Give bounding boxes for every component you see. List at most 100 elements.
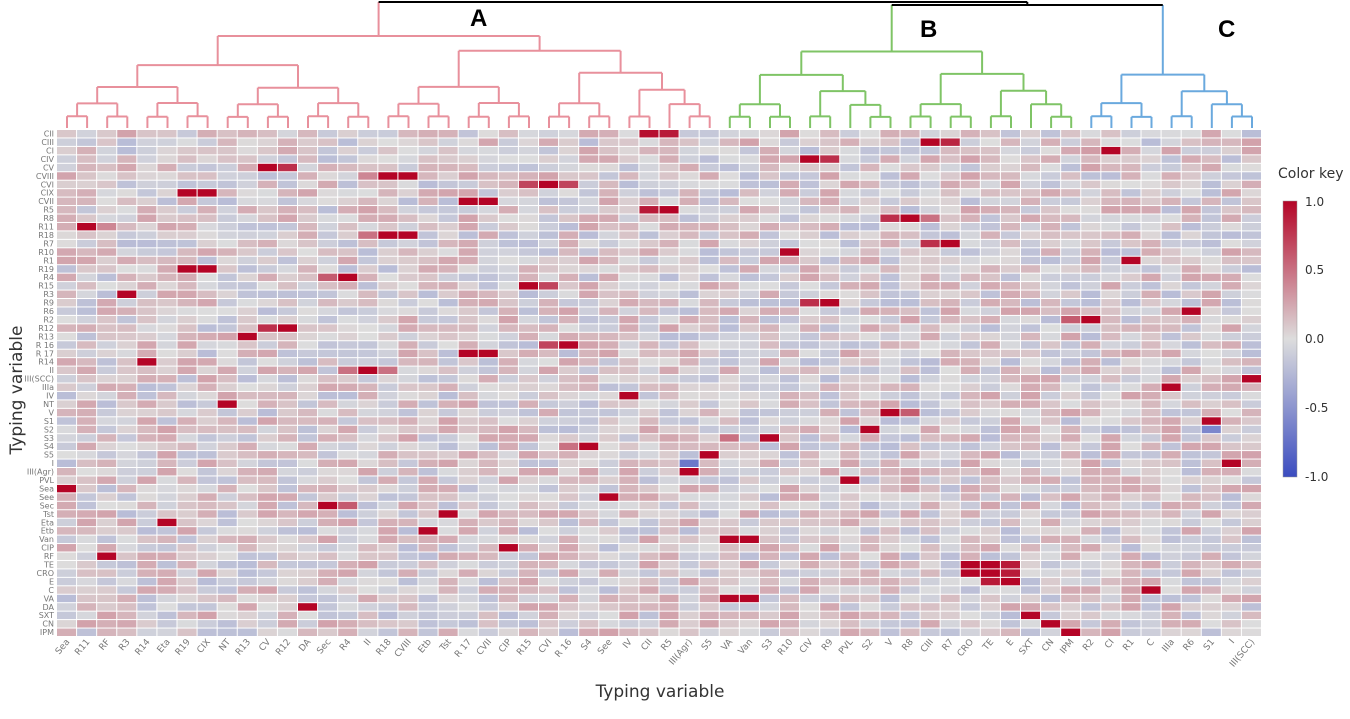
heatmap-cell [1161, 476, 1181, 484]
heatmap-cell [1241, 535, 1261, 544]
x-tick-label: R12 [274, 638, 293, 658]
heatmap-cell [1041, 163, 1061, 172]
y-tick-label: CII [44, 130, 54, 139]
heatmap-cell [980, 375, 1000, 383]
heatmap-cell [1241, 484, 1261, 493]
heatmap-cell [659, 341, 679, 349]
heatmap-cell [820, 239, 840, 248]
heatmap-cell [1021, 341, 1041, 349]
heatmap-cell [900, 577, 920, 586]
heatmap-cell [1141, 535, 1161, 544]
heatmap-cell [739, 239, 759, 248]
heatmap-cell [438, 375, 458, 383]
heatmap-cell [217, 434, 237, 442]
heatmap-cell [338, 375, 358, 383]
heatmap-cell [237, 544, 257, 552]
heatmap-cell [1000, 256, 1020, 265]
heatmap-cell [217, 332, 237, 341]
heatmap-cell [157, 239, 177, 248]
heatmap-cell [418, 468, 438, 476]
heatmap-cell [739, 189, 759, 197]
heatmap-cell [458, 620, 478, 628]
heatmap-cell [1141, 408, 1161, 417]
heatmap-cell [880, 383, 900, 391]
heatmap-cell [639, 130, 659, 138]
heatmap-cell [217, 375, 237, 383]
heatmap-cell [1201, 417, 1221, 425]
heatmap-cell [980, 400, 1000, 408]
heatmap-cell [217, 383, 237, 391]
heatmap-cell [257, 256, 277, 265]
heatmap-cell [318, 282, 338, 290]
heatmap-cell [438, 628, 458, 636]
heatmap-cell [1201, 197, 1221, 206]
heatmap-cell [960, 349, 980, 358]
heatmap-cell [197, 620, 217, 628]
heatmap-cell [398, 459, 418, 467]
heatmap-cell [197, 197, 217, 206]
heatmap-cell [197, 273, 217, 282]
heatmap-cell [1081, 628, 1101, 636]
heatmap-cell [1181, 620, 1201, 628]
heatmap-cell [820, 256, 840, 265]
heatmap-cell [478, 383, 498, 391]
heatmap-cell [1121, 146, 1141, 155]
heatmap-cell [257, 146, 277, 155]
heatmap-cell [739, 324, 759, 332]
heatmap-cell [1081, 239, 1101, 248]
heatmap-cell [940, 290, 960, 298]
heatmap-cell [97, 273, 117, 282]
x-tick-label: CIX [196, 638, 213, 656]
heatmap-cell [418, 569, 438, 577]
y-axis-ticks: CIICIIICICIVCVCVIIICVICIXCVIIR5R8R11R18R… [24, 130, 54, 638]
heatmap-cell [438, 273, 458, 282]
heatmap-cell [599, 375, 619, 383]
heatmap-cell [739, 130, 759, 138]
heatmap-cell [438, 349, 458, 358]
heatmap-cell [559, 544, 579, 552]
heatmap-cell [1181, 586, 1201, 594]
heatmap-cell [1121, 527, 1141, 535]
heatmap-cell [458, 493, 478, 501]
heatmap-cell [579, 468, 599, 476]
heatmap-cell [157, 130, 177, 138]
heatmap-cell [759, 315, 779, 324]
heatmap-cell [1021, 273, 1041, 282]
heatmap-cell [338, 628, 358, 636]
heatmap-cell [398, 189, 418, 197]
heatmap-cell [358, 518, 378, 527]
heatmap-cell [820, 544, 840, 552]
heatmap-cell [1101, 442, 1121, 451]
heatmap-cell [398, 239, 418, 248]
heatmap-cell [438, 239, 458, 248]
heatmap-cell [318, 239, 338, 248]
heatmap-cell [418, 332, 438, 341]
heatmap-cell [117, 375, 137, 383]
heatmap-cell [840, 417, 860, 425]
heatmap-cell [318, 358, 338, 366]
heatmap-cell [980, 527, 1000, 535]
heatmap-cell [739, 206, 759, 214]
heatmap-cell [1061, 603, 1081, 611]
heatmap-cell [780, 239, 800, 248]
heatmap-cell [478, 146, 498, 155]
heatmap-cell [1081, 620, 1101, 628]
heatmap-cell [860, 332, 880, 341]
heatmap-cell [860, 425, 880, 434]
heatmap-cell [277, 146, 297, 155]
heatmap-cell [940, 586, 960, 594]
heatmap-cell [237, 341, 257, 349]
heatmap-cell [237, 527, 257, 535]
heatmap-cell [57, 476, 77, 484]
heatmap-cell [1181, 163, 1201, 172]
heatmap-cell [438, 603, 458, 611]
heatmap-cell [860, 501, 880, 510]
heatmap-cell [739, 307, 759, 315]
heatmap-cell [860, 324, 880, 332]
heatmap-cell [940, 138, 960, 146]
heatmap-cell [719, 400, 739, 408]
heatmap-cell [880, 484, 900, 493]
heatmap-cell [820, 282, 840, 290]
heatmap-cell [298, 468, 318, 476]
heatmap-cell [1201, 307, 1221, 315]
